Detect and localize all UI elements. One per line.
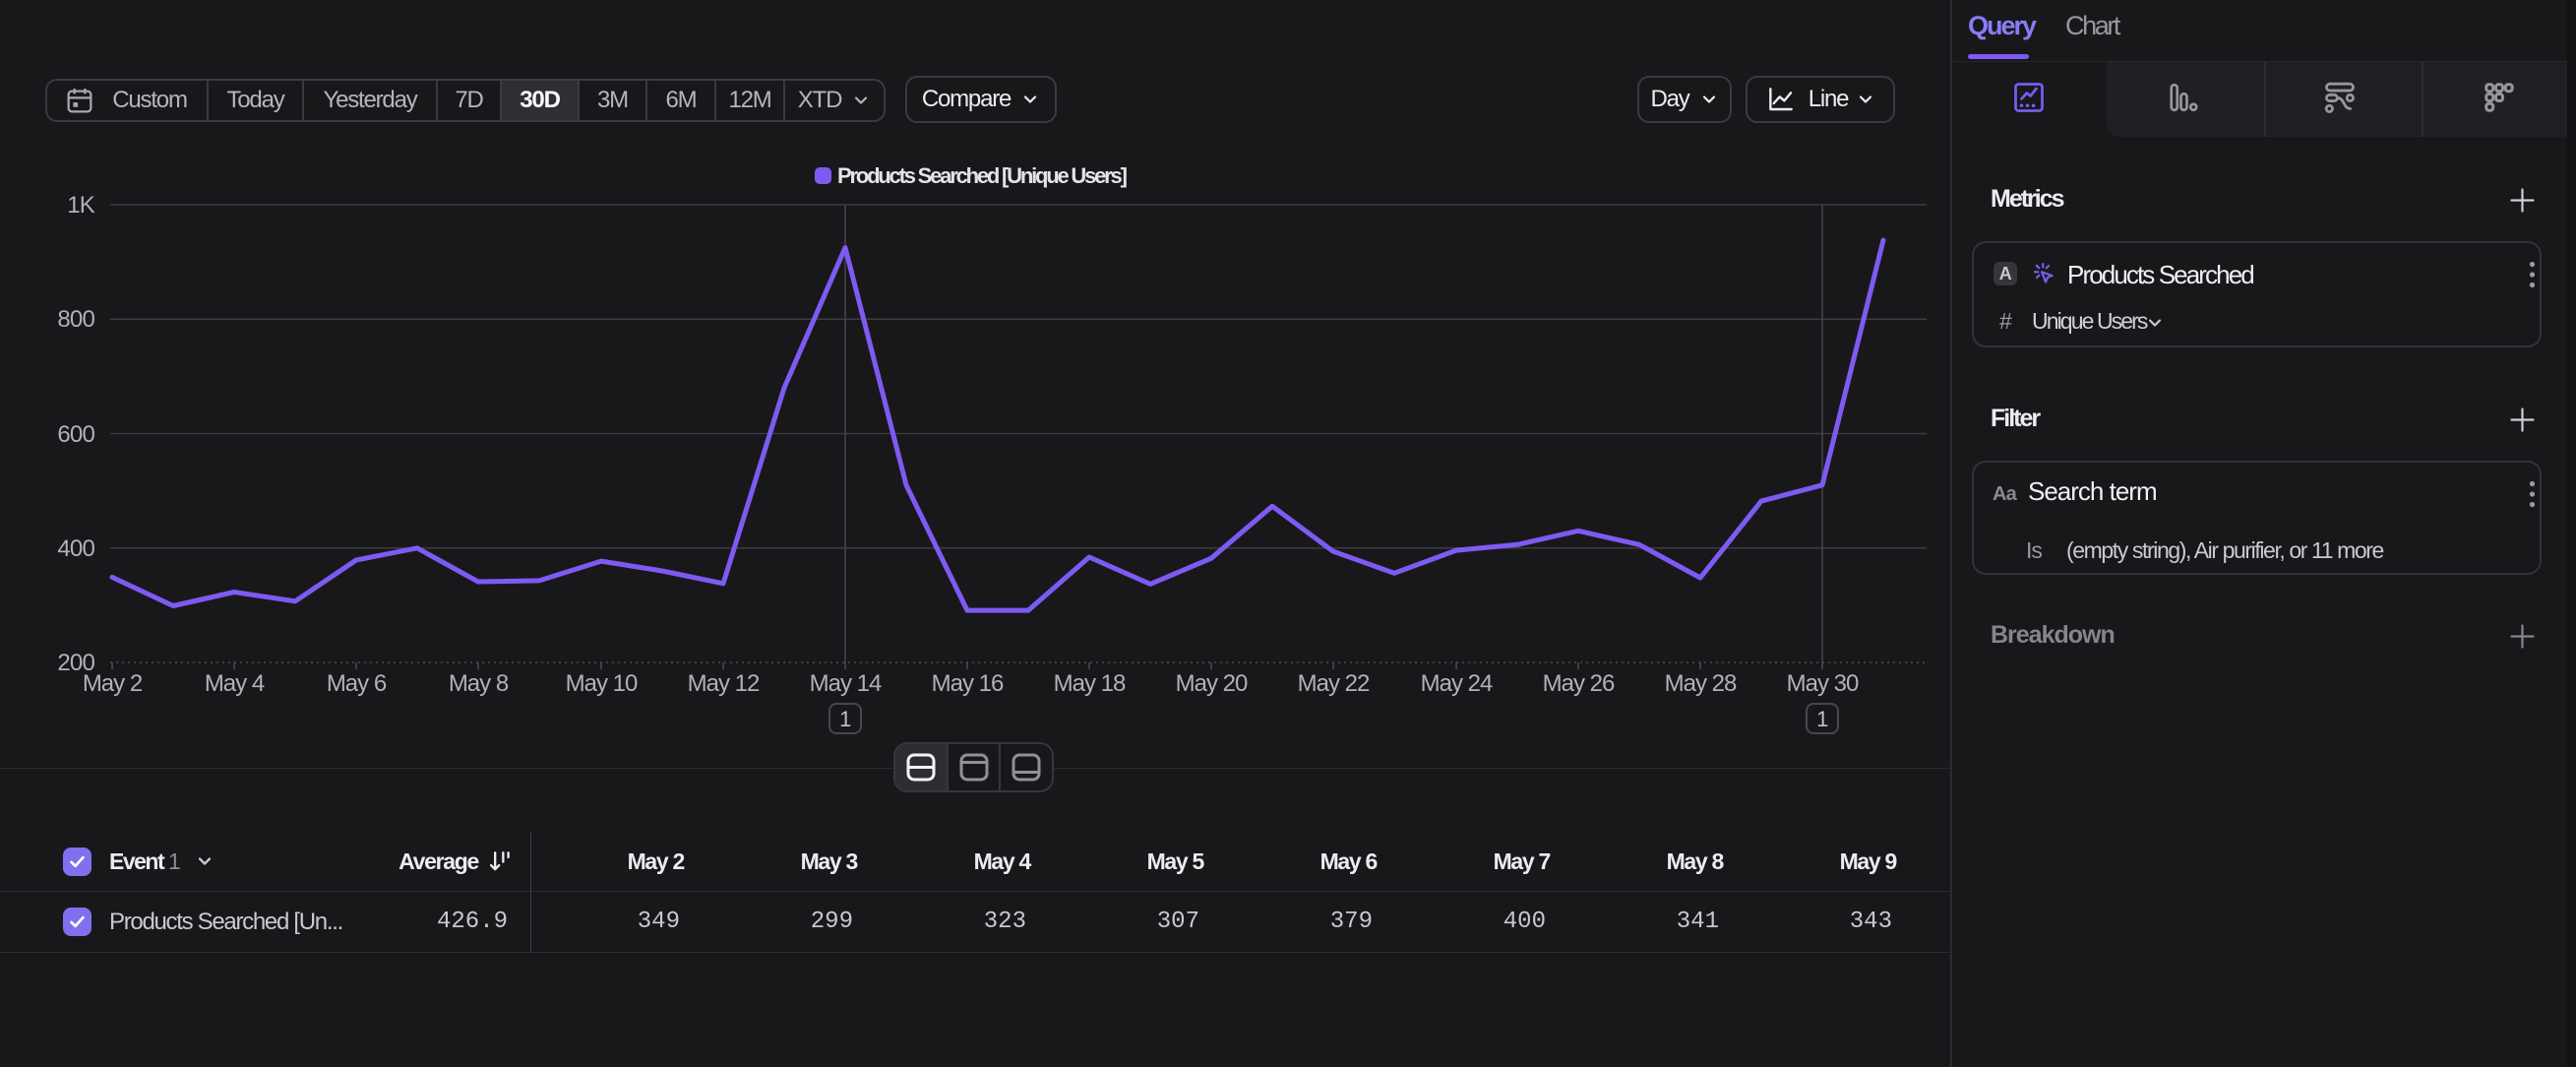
- svg-text:400: 400: [57, 535, 94, 562]
- svg-text:May 26: May 26: [1543, 670, 1615, 697]
- svg-text:May 12: May 12: [688, 670, 760, 697]
- svg-text:May 18: May 18: [1054, 670, 1126, 697]
- svg-text:May 22: May 22: [1298, 670, 1370, 697]
- svg-text:May 10: May 10: [566, 670, 638, 697]
- svg-text:May 8: May 8: [449, 670, 509, 697]
- svg-text:600: 600: [57, 421, 94, 448]
- svg-text:200: 200: [57, 650, 94, 676]
- svg-text:May 28: May 28: [1665, 670, 1737, 697]
- svg-text:May 4: May 4: [205, 670, 265, 697]
- svg-text:May 14: May 14: [810, 670, 882, 697]
- svg-text:May 20: May 20: [1176, 670, 1248, 697]
- svg-text:May 24: May 24: [1421, 670, 1493, 697]
- svg-text:May 2: May 2: [83, 670, 143, 697]
- svg-text:May 16: May 16: [932, 670, 1004, 697]
- svg-text:800: 800: [57, 306, 94, 333]
- svg-text:1K: 1K: [67, 192, 95, 219]
- svg-text:1: 1: [1816, 707, 1828, 731]
- svg-text:1: 1: [839, 707, 851, 731]
- svg-text:May 30: May 30: [1787, 670, 1859, 697]
- svg-text:May 6: May 6: [327, 670, 387, 697]
